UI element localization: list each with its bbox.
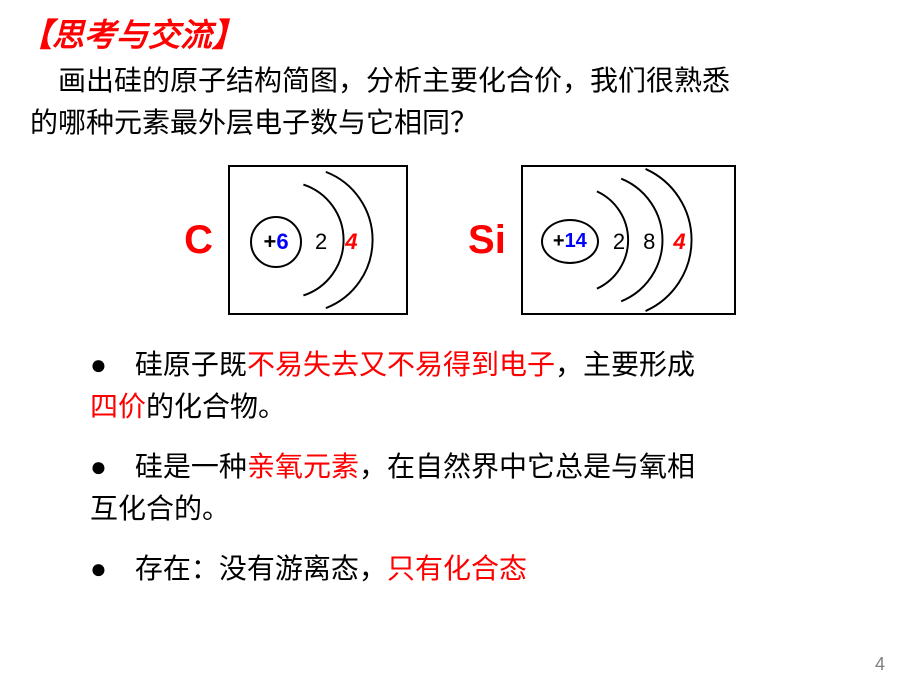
bullet-text-part: ，在自然界中它总是与氧相	[359, 452, 695, 483]
bullet-text-part: ●	[90, 554, 135, 585]
bullet-text-part: ●	[90, 452, 135, 483]
bullet-text-part: 四价	[90, 392, 146, 423]
silicon-shell-1: 2	[613, 229, 625, 255]
bullet-text-part: ●	[90, 350, 135, 381]
main-title: 【思考与交流】	[20, 10, 900, 56]
bullet-text-part: 硅是一种	[135, 452, 247, 483]
carbon-nucleus: +6	[250, 216, 302, 268]
title-section: 【思考与交流】	[0, 0, 920, 61]
bullet-text-part: 硅原子既	[135, 350, 247, 381]
carbon-shell-numbers: 2 4	[315, 229, 358, 255]
silicon-nucleus-num: 14	[565, 230, 587, 253]
silicon-atom-box: +14 2 8 4	[521, 165, 736, 315]
carbon-atom-box: +6 2 4	[228, 165, 408, 315]
carbon-shell-1: 2	[315, 229, 327, 255]
silicon-label: Si	[468, 218, 506, 263]
bullet-text-part: 的化合物。	[146, 392, 286, 423]
carbon-shell-2: 4	[345, 229, 357, 255]
bullet-text-part: 亲氧元素	[247, 452, 359, 483]
question-line1: 画出硅的原子结构简图，分析主要化合价，我们很熟悉	[30, 66, 730, 97]
carbon-nucleus-num: 6	[276, 229, 288, 255]
question-line2: 的哪种元素最外层电子数与它相同？	[30, 108, 478, 139]
silicon-shell-3: 4	[673, 229, 685, 255]
silicon-nucleus: +14	[541, 219, 599, 264]
bullet-text-part: 只有化合态	[387, 554, 527, 585]
bullet-text-part: 存在：没有游离态，	[135, 554, 387, 585]
bullet-1: ● 硅原子既不易失去又不易得到电子，主要形成四价的化合物。	[90, 345, 860, 429]
bullet-text-part: ，主要形成	[555, 350, 695, 381]
bullet-text-part: 不易失去又不易得到电子	[247, 350, 555, 381]
page-number: 4	[875, 654, 885, 675]
carbon-label: C	[184, 218, 213, 263]
silicon-shell-numbers: 2 8 4	[613, 229, 686, 255]
carbon-atom-group: C +6 2 4	[184, 165, 408, 315]
bullet-text-part: 互化合的。	[90, 494, 230, 525]
diagrams-container: C +6 2 4 Si +14	[0, 150, 920, 335]
question-text: 画出硅的原子结构简图，分析主要化合价，我们很熟悉 的哪种元素最外层电子数与它相同…	[0, 61, 920, 150]
bullets-section: ● 硅原子既不易失去又不易得到电子，主要形成四价的化合物。 ● 硅是一种亲氧元素…	[0, 335, 920, 619]
bullet-3: ● 存在：没有游离态，只有化合态	[90, 549, 860, 591]
silicon-atom-group: Si +14 2 8 4	[468, 165, 736, 315]
silicon-shell-2: 8	[643, 229, 655, 255]
silicon-nucleus-plus: +	[553, 230, 565, 253]
bullet-2: ● 硅是一种亲氧元素，在自然界中它总是与氧相互化合的。	[90, 447, 860, 531]
carbon-nucleus-plus: +	[263, 229, 276, 255]
